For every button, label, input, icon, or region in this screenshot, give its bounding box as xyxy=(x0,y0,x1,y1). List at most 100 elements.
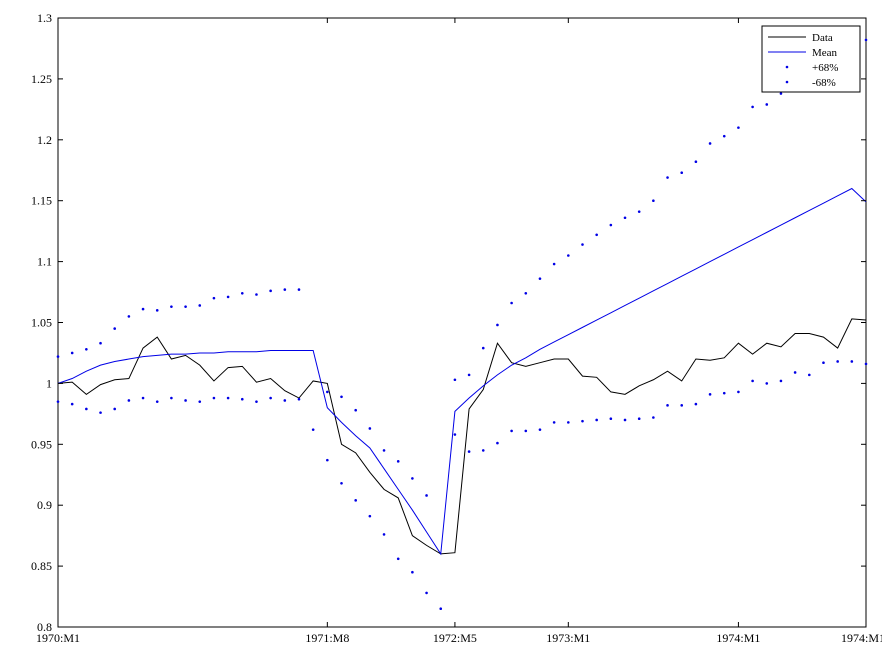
data-point xyxy=(737,390,740,394)
data-point xyxy=(552,421,556,424)
data-point xyxy=(311,428,315,431)
data-point xyxy=(595,233,598,237)
data-point xyxy=(694,160,698,164)
y-tick-label: 0.8 xyxy=(37,620,52,634)
data-point xyxy=(170,396,173,400)
series-line-data xyxy=(57,318,867,555)
y-tick-label: 1.25 xyxy=(31,72,52,86)
data-point xyxy=(864,362,868,366)
legend-label: Mean xyxy=(812,47,838,59)
series-layer xyxy=(56,38,868,611)
legend-label: +68% xyxy=(812,62,838,74)
y-tick-label: 1 xyxy=(46,376,52,390)
data-point xyxy=(212,396,216,400)
data-point xyxy=(652,199,655,202)
data-point xyxy=(368,514,372,518)
data-point xyxy=(56,355,60,358)
data-point xyxy=(85,407,88,411)
data-point xyxy=(737,126,740,129)
data-point xyxy=(368,427,372,430)
data-point xyxy=(666,404,669,407)
data-point xyxy=(524,291,528,295)
data-point xyxy=(467,373,471,377)
y-tick-label: 1.05 xyxy=(31,316,52,330)
data-point xyxy=(155,309,159,312)
data-point xyxy=(99,411,102,414)
data-point xyxy=(822,361,825,364)
data-point xyxy=(538,277,542,280)
data-point xyxy=(595,418,598,422)
data-point xyxy=(680,171,684,174)
data-point xyxy=(751,379,754,383)
legend: Data Mean +68% -68% xyxy=(761,25,861,93)
plot-frame xyxy=(57,17,867,628)
data-point xyxy=(779,92,783,95)
data-point xyxy=(396,557,400,561)
data-point xyxy=(297,397,301,401)
data-point xyxy=(765,103,769,106)
data-point xyxy=(793,371,797,374)
data-point xyxy=(340,395,343,399)
data-point xyxy=(453,378,457,382)
data-point xyxy=(212,296,216,300)
data-point xyxy=(255,293,258,296)
y-axis: 0.8 0.85 0.9 0.95 1 1.05 1.1 1.15 1.2 1.25 1.3 xyxy=(31,11,866,634)
data-point xyxy=(680,404,684,407)
data-point xyxy=(708,393,712,396)
y-tick-label: 0.95 xyxy=(31,437,52,451)
data-point xyxy=(155,400,159,403)
data-point xyxy=(127,315,131,318)
data-point xyxy=(354,408,357,412)
data-point xyxy=(481,346,485,350)
data-point xyxy=(198,304,202,307)
data-point xyxy=(411,477,414,480)
legend-label: -68% xyxy=(812,77,836,89)
series-dots-band xyxy=(56,38,868,497)
data-point xyxy=(510,301,513,305)
data-point xyxy=(85,348,88,351)
data-point xyxy=(567,421,570,424)
y-tick-label: 1.15 xyxy=(31,194,52,208)
data-point xyxy=(396,460,400,463)
data-point xyxy=(581,243,584,246)
y-tick-label: 1.2 xyxy=(37,133,52,147)
data-point xyxy=(708,142,712,145)
data-point xyxy=(326,458,329,462)
x-tick-label: 1974:M10 xyxy=(841,631,882,645)
y-tick-label: 0.85 xyxy=(31,559,52,573)
data-point xyxy=(453,433,457,436)
data-point xyxy=(808,373,811,377)
legend-swatch xyxy=(785,80,789,84)
data-point xyxy=(850,360,854,363)
x-tick-label: 1971:M8 xyxy=(305,631,349,645)
y-tick-label: 1.1 xyxy=(37,255,52,269)
data-point xyxy=(70,351,74,355)
data-point xyxy=(170,305,173,308)
data-point xyxy=(652,416,655,419)
legend-label: Data xyxy=(812,32,833,44)
y-tick-label: 0.9 xyxy=(37,498,52,512)
data-point xyxy=(694,402,698,406)
data-point xyxy=(382,449,386,452)
data-point xyxy=(70,402,74,406)
data-point xyxy=(637,417,641,421)
data-point xyxy=(567,254,570,257)
data-point xyxy=(623,216,627,220)
data-point xyxy=(269,396,272,400)
data-point xyxy=(354,499,357,502)
data-point xyxy=(666,176,669,179)
data-point xyxy=(198,400,202,403)
data-point xyxy=(113,407,116,411)
data-point xyxy=(864,38,868,42)
data-point xyxy=(609,417,613,421)
series-dots-band xyxy=(56,360,868,611)
data-point xyxy=(524,429,528,433)
data-point xyxy=(297,288,301,291)
data-point xyxy=(226,295,230,299)
data-point xyxy=(751,105,754,109)
legend-swatch xyxy=(785,65,789,69)
data-point xyxy=(439,607,443,611)
series-line-mean xyxy=(57,187,867,556)
data-point xyxy=(127,399,131,402)
data-point xyxy=(623,418,627,422)
